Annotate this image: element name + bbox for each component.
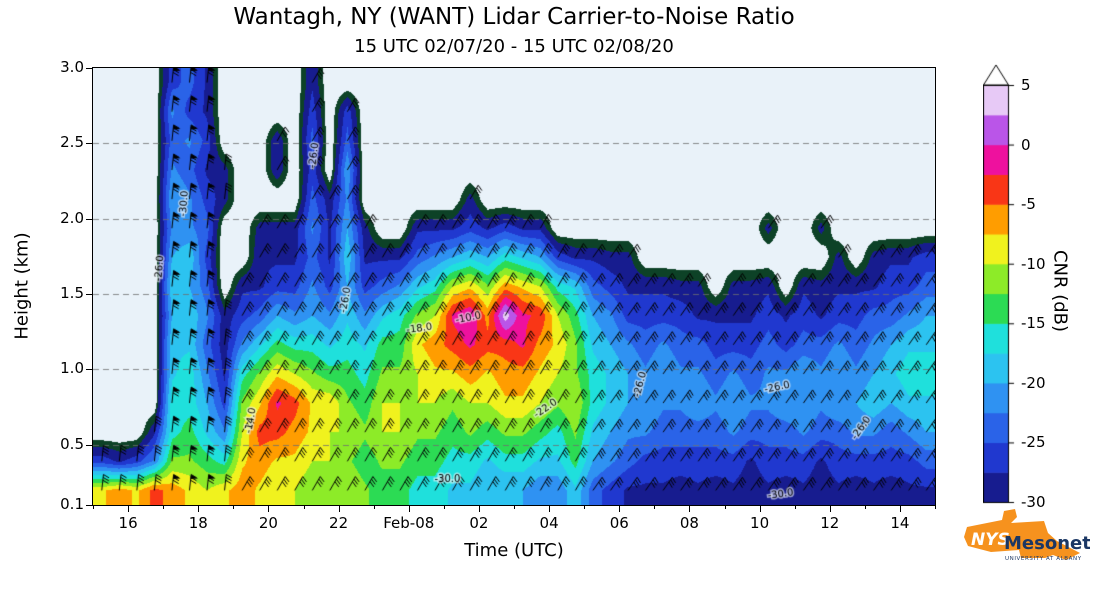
y-major-tick xyxy=(86,294,92,296)
colorbar-tick-label: -10 xyxy=(1021,254,1046,273)
y-tick-label: 2.0 xyxy=(60,208,84,227)
page-subtitle: 15 UTC 02/07/20 - 15 UTC 02/08/20 xyxy=(354,36,674,57)
x-tick-label: Feb-08 xyxy=(383,514,435,532)
x-tick-label: 16 xyxy=(118,514,138,532)
x-minor-tick xyxy=(935,506,936,509)
y-major-tick xyxy=(86,218,92,220)
x-major-tick xyxy=(689,506,691,512)
colorbar-tick-label: -5 xyxy=(1021,195,1036,214)
colorbar-tick-label: -15 xyxy=(1021,314,1046,333)
x-tick-label: 10 xyxy=(750,514,770,532)
x-tick-label: 04 xyxy=(539,514,559,532)
x-minor-tick xyxy=(443,506,445,509)
x-minor-tick xyxy=(93,506,94,509)
y-major-tick xyxy=(86,369,92,371)
colorbar-tick-label: -25 xyxy=(1021,433,1046,452)
x-major-tick xyxy=(478,506,480,512)
logo-tagline-text: UNIVERSITY AT ALBANY xyxy=(1005,556,1082,562)
colorbar-tick-label: 5 xyxy=(1021,76,1031,94)
x-minor-tick xyxy=(864,506,866,509)
x-axis-label: Time (UTC) xyxy=(464,540,564,561)
x-minor-tick xyxy=(514,506,515,509)
x-major-tick xyxy=(128,506,130,512)
x-tick-label: 08 xyxy=(679,514,699,532)
x-tick-label: 18 xyxy=(188,514,208,532)
y-major-tick xyxy=(86,68,92,69)
nys-mesonet-logo: NYS Mesonet UNIVERSITY AT ALBANY xyxy=(964,509,1090,562)
y-tick-label: 1.0 xyxy=(60,359,84,378)
x-major-tick xyxy=(759,506,761,512)
x-minor-tick xyxy=(724,506,726,509)
y-tick-label: 0.5 xyxy=(60,434,84,453)
page-title: Wantagh, NY (WANT) Lidar Carrier-to-Nois… xyxy=(233,4,795,30)
y-tick-label: 0.1 xyxy=(60,495,84,513)
x-minor-tick xyxy=(373,506,375,509)
colorbar-tick-label: -30 xyxy=(1021,493,1046,511)
x-minor-tick xyxy=(794,506,796,509)
y-major-tick xyxy=(86,143,92,145)
y-tick-label: 3.0 xyxy=(60,58,84,76)
y-major-tick xyxy=(86,444,92,446)
x-tick-label: 02 xyxy=(469,514,489,532)
x-tick-label: 14 xyxy=(890,514,910,532)
y-tick-label: 1.5 xyxy=(60,284,84,303)
y-major-tick xyxy=(86,505,92,506)
x-minor-tick xyxy=(303,506,305,509)
x-minor-tick xyxy=(654,506,656,509)
ny-state-shape xyxy=(964,509,1080,560)
x-major-tick xyxy=(268,506,270,512)
x-major-tick xyxy=(549,506,551,512)
cnr-heatmap-canvas xyxy=(93,68,935,505)
colorbar-tick-label: -20 xyxy=(1021,373,1046,392)
x-major-tick xyxy=(338,506,340,512)
x-major-tick xyxy=(408,506,410,512)
x-minor-tick xyxy=(163,506,165,509)
colorbar-canvas xyxy=(983,63,1019,508)
x-major-tick xyxy=(619,506,621,512)
logo-nys-text: NYS xyxy=(971,530,1010,550)
y-axis-label: Height (km) xyxy=(11,232,33,340)
colorbar-tick-label: 0 xyxy=(1021,135,1031,154)
y-tick-label: 2.5 xyxy=(60,133,84,152)
x-tick-label: 20 xyxy=(258,514,278,532)
x-major-tick xyxy=(198,506,200,512)
colorbar-label: CNR (dB) xyxy=(1049,249,1071,333)
x-tick-label: 22 xyxy=(329,514,349,532)
x-tick-label: 06 xyxy=(609,514,629,532)
x-tick-label: 12 xyxy=(820,514,840,532)
x-minor-tick xyxy=(584,506,586,509)
x-minor-tick xyxy=(233,506,235,509)
x-major-tick xyxy=(829,506,831,512)
logo-mesonet-text: Mesonet xyxy=(1004,533,1090,554)
x-major-tick xyxy=(899,506,901,512)
